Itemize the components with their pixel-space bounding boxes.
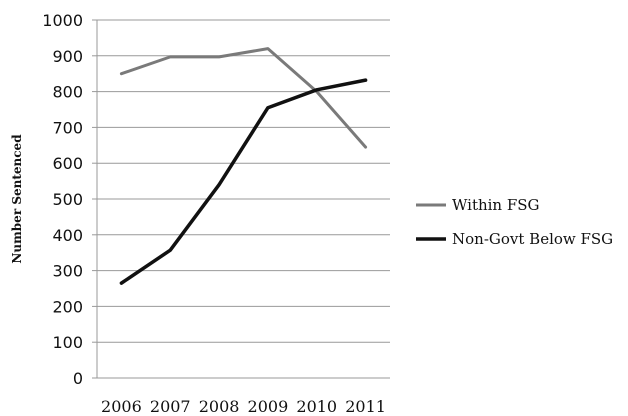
- x-axis-ticks: 2006 2007 2008 2009 2010 2011: [101, 397, 386, 416]
- series-line-non-govt-below-fsg: [119, 78, 368, 285]
- x-tick-label: 2008: [199, 397, 240, 416]
- y-tick-label: 500: [52, 190, 83, 209]
- x-tick-label: 2011: [345, 397, 386, 416]
- legend: Within FSG Non-Govt Below FSG: [416, 196, 613, 248]
- y-tick-label: 600: [52, 154, 83, 173]
- legend-label: Non-Govt Below FSG: [452, 230, 613, 248]
- y-tick-label: 100: [52, 333, 83, 352]
- series-line-within-fsg: [119, 47, 368, 149]
- series-lines: [119, 47, 368, 285]
- y-axis-label: Number Sentenced: [10, 134, 24, 264]
- y-tick-label: 200: [52, 297, 83, 316]
- y-tick-label: 700: [52, 118, 83, 137]
- y-tick-label: 1000: [42, 11, 83, 30]
- y-tick-label: 0: [73, 369, 83, 388]
- y-tick-label: 800: [52, 83, 83, 102]
- grid-lines: [97, 19, 390, 343]
- x-tick-label: 2009: [248, 397, 289, 416]
- legend-label: Within FSG: [452, 196, 540, 214]
- y-axis-ticks: 0 100 200 300 400 500 600 700 800 900 1000: [42, 11, 97, 388]
- y-tick-label: 900: [52, 47, 83, 66]
- y-tick-label: 400: [52, 226, 83, 245]
- x-tick-label: 2007: [150, 397, 191, 416]
- x-tick-label: 2006: [101, 397, 142, 416]
- y-tick-label: 300: [52, 262, 83, 281]
- x-tick-label: 2010: [296, 397, 337, 416]
